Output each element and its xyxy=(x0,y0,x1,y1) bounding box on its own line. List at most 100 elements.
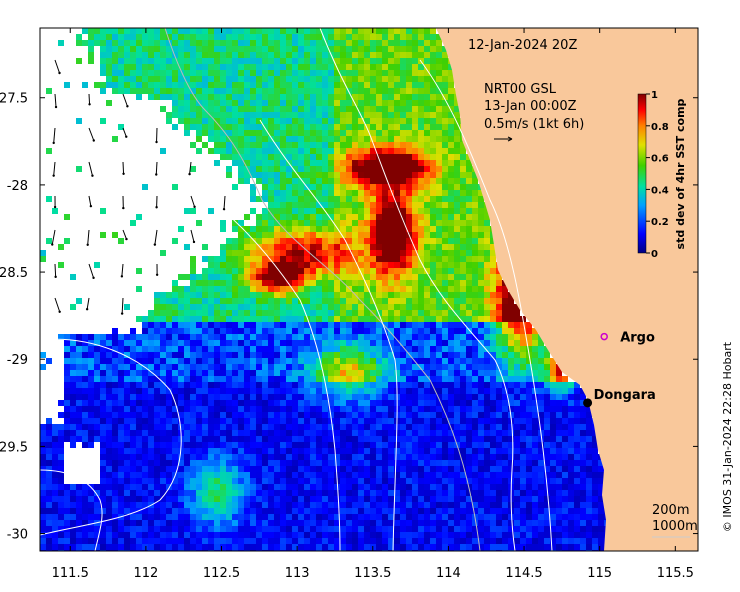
sst-cell xyxy=(286,232,292,238)
sst-cell xyxy=(250,70,256,76)
sst-cell xyxy=(262,28,268,34)
sst-cell xyxy=(214,76,220,82)
sst-cell xyxy=(328,340,334,346)
sst-cell xyxy=(352,418,358,424)
sst-cell xyxy=(172,124,178,130)
sst-cell xyxy=(202,130,208,136)
sst-cell xyxy=(322,490,328,496)
sst-cell xyxy=(382,382,388,388)
sst-cell xyxy=(64,394,70,400)
sst-cell xyxy=(466,166,472,172)
sst-cell xyxy=(364,484,370,490)
sst-cell xyxy=(310,292,316,298)
sst-cell xyxy=(424,262,430,268)
sst-cell xyxy=(466,274,472,280)
sst-cell xyxy=(388,310,394,316)
sst-cell xyxy=(244,136,250,142)
sst-cell xyxy=(370,334,376,340)
sst-cell xyxy=(154,316,160,322)
sst-cell xyxy=(328,250,334,256)
sst-cell xyxy=(118,478,124,484)
sst-cell xyxy=(352,478,358,484)
sst-cell xyxy=(292,82,298,88)
sst-cell xyxy=(256,100,262,106)
sst-cell xyxy=(520,400,526,406)
sst-cell xyxy=(94,358,100,364)
sst-cell xyxy=(268,214,274,220)
sst-cell xyxy=(370,328,376,334)
sst-cell xyxy=(460,154,466,160)
sst-cell xyxy=(268,34,274,40)
sst-cell xyxy=(586,484,592,490)
sst-cell xyxy=(556,376,562,382)
sst-cell xyxy=(256,82,262,88)
sst-cell xyxy=(208,412,214,418)
sst-cell xyxy=(160,148,166,154)
sst-cell xyxy=(352,304,358,310)
sst-cell xyxy=(514,340,520,346)
sst-cell xyxy=(496,382,502,388)
sst-cell xyxy=(118,28,124,34)
sst-cell xyxy=(262,184,268,190)
sst-cell xyxy=(394,76,400,82)
sst-cell xyxy=(340,52,346,58)
sst-cell xyxy=(514,358,520,364)
sst-cell xyxy=(232,34,238,40)
sst-cell xyxy=(454,310,460,316)
sst-cell xyxy=(388,412,394,418)
sst-cell xyxy=(124,394,130,400)
sst-cell xyxy=(232,334,238,340)
sst-cell xyxy=(136,382,142,388)
sst-cell xyxy=(310,64,316,70)
sst-cell xyxy=(598,460,604,466)
sst-cell xyxy=(502,358,508,364)
sst-cell xyxy=(358,358,364,364)
sst-cell xyxy=(226,478,232,484)
sst-cell xyxy=(130,424,136,430)
sst-cell xyxy=(298,394,304,400)
sst-cell xyxy=(166,460,172,466)
sst-cell xyxy=(142,478,148,484)
sst-cell xyxy=(274,190,280,196)
sst-cell xyxy=(436,412,442,418)
sst-cell xyxy=(196,370,202,376)
sst-cell xyxy=(106,82,112,88)
sst-cell xyxy=(250,304,256,310)
sst-cell xyxy=(190,406,196,412)
sst-cell xyxy=(448,418,454,424)
sst-cell xyxy=(340,100,346,106)
sst-cell xyxy=(154,352,160,358)
sst-cell xyxy=(532,352,538,358)
sst-cell xyxy=(334,40,340,46)
sst-cell xyxy=(52,436,58,442)
sst-cell xyxy=(364,472,370,478)
sst-cell xyxy=(244,466,250,472)
sst-cell xyxy=(142,388,148,394)
sst-cell xyxy=(304,64,310,70)
sst-cell xyxy=(442,250,448,256)
sst-cell xyxy=(316,400,322,406)
sst-cell xyxy=(190,28,196,34)
sst-cell xyxy=(460,388,466,394)
sst-cell xyxy=(454,412,460,418)
sst-cell xyxy=(208,406,214,412)
sst-cell xyxy=(226,316,232,322)
sst-cell xyxy=(346,352,352,358)
sst-cell xyxy=(232,226,238,232)
sst-cell xyxy=(268,274,274,280)
sst-cell xyxy=(250,286,256,292)
sst-cell xyxy=(172,316,178,322)
sst-cell xyxy=(442,124,448,130)
sst-cell xyxy=(220,136,226,142)
sst-cell xyxy=(484,304,490,310)
sst-cell xyxy=(340,40,346,46)
sst-cell xyxy=(190,142,196,148)
sst-cell xyxy=(412,94,418,100)
sst-cell xyxy=(292,466,298,472)
sst-cell xyxy=(370,226,376,232)
sst-cell xyxy=(544,394,550,400)
sst-cell xyxy=(130,352,136,358)
sst-cell xyxy=(304,82,310,88)
sst-cell xyxy=(442,484,448,490)
sst-cell xyxy=(472,418,478,424)
